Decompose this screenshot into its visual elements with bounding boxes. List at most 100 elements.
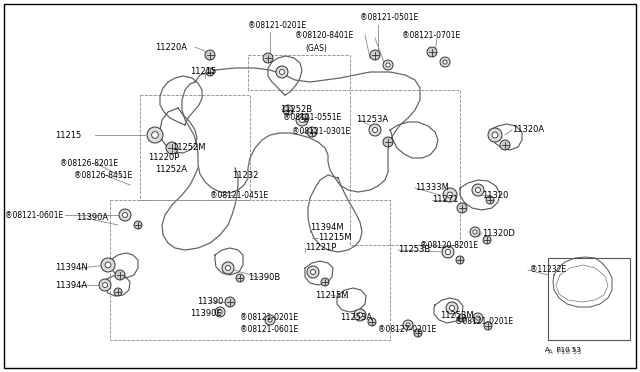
Circle shape xyxy=(205,50,215,60)
Text: ®08121-0551E: ®08121-0551E xyxy=(283,113,341,122)
Text: ®08121-0601E: ®08121-0601E xyxy=(5,211,63,219)
Circle shape xyxy=(115,270,125,280)
Circle shape xyxy=(486,196,494,204)
Circle shape xyxy=(370,50,380,60)
Circle shape xyxy=(440,57,450,67)
Text: 11220A: 11220A xyxy=(155,42,187,51)
Text: 11253A: 11253A xyxy=(340,314,372,323)
Circle shape xyxy=(476,316,480,320)
Circle shape xyxy=(280,70,285,74)
Circle shape xyxy=(268,318,272,322)
Circle shape xyxy=(166,142,178,154)
Circle shape xyxy=(476,187,481,193)
Text: 11320: 11320 xyxy=(482,190,508,199)
Text: 11271: 11271 xyxy=(432,196,458,205)
Circle shape xyxy=(447,192,453,198)
Text: 11253B: 11253B xyxy=(398,246,430,254)
Circle shape xyxy=(225,266,230,270)
Circle shape xyxy=(473,313,483,323)
Circle shape xyxy=(458,314,466,322)
Text: 11394N: 11394N xyxy=(55,263,88,273)
Circle shape xyxy=(147,127,163,143)
Circle shape xyxy=(321,278,329,286)
Text: 11390A: 11390A xyxy=(76,214,108,222)
Circle shape xyxy=(449,305,454,311)
Circle shape xyxy=(307,266,319,278)
Circle shape xyxy=(236,274,244,282)
Circle shape xyxy=(114,288,122,296)
Text: A  P10 53: A P10 53 xyxy=(548,349,582,355)
Circle shape xyxy=(368,318,376,326)
Text: ®08127-0201E: ®08127-0201E xyxy=(378,326,436,334)
Circle shape xyxy=(105,262,111,268)
Circle shape xyxy=(383,137,393,147)
Text: 11394A: 11394A xyxy=(55,280,87,289)
Text: ®08121-0451E: ®08121-0451E xyxy=(210,190,268,199)
Text: 11252B: 11252B xyxy=(280,106,312,115)
Circle shape xyxy=(483,236,491,244)
Text: 11215M: 11215M xyxy=(315,291,349,299)
Circle shape xyxy=(445,250,451,254)
Text: ®08120-8401E: ®08120-8401E xyxy=(295,31,353,39)
Circle shape xyxy=(152,132,158,138)
Circle shape xyxy=(310,269,316,275)
Text: ®11232E: ®11232E xyxy=(530,266,566,275)
Circle shape xyxy=(369,124,381,136)
Circle shape xyxy=(276,66,288,78)
Text: 11253M: 11253M xyxy=(440,311,474,321)
Circle shape xyxy=(206,68,214,76)
Circle shape xyxy=(263,53,273,63)
Text: 11215: 11215 xyxy=(190,67,216,77)
Text: 11252A: 11252A xyxy=(155,166,187,174)
Text: 11333M: 11333M xyxy=(415,183,449,192)
Text: A   P10 53: A P10 53 xyxy=(545,347,580,353)
Text: 11232: 11232 xyxy=(232,170,259,180)
Text: ®08121-0501E: ®08121-0501E xyxy=(360,13,419,22)
Text: ®08120-8201E: ®08120-8201E xyxy=(420,241,478,250)
Circle shape xyxy=(456,256,464,264)
Circle shape xyxy=(122,212,127,218)
Text: ®08121-0301E: ®08121-0301E xyxy=(292,128,350,137)
Text: 11252M: 11252M xyxy=(172,144,205,153)
Circle shape xyxy=(300,118,305,122)
Text: 11220P: 11220P xyxy=(148,154,179,163)
Circle shape xyxy=(283,105,293,115)
Circle shape xyxy=(500,140,510,150)
Circle shape xyxy=(215,307,225,317)
Text: 11394M: 11394M xyxy=(310,224,344,232)
Text: ®08126-8201E: ®08126-8201E xyxy=(60,158,118,167)
Circle shape xyxy=(470,227,480,237)
Circle shape xyxy=(427,47,437,57)
Text: ®08121-0601E: ®08121-0601E xyxy=(240,326,298,334)
Circle shape xyxy=(442,246,454,258)
Circle shape xyxy=(406,323,410,327)
Text: ®08121-0201E: ®08121-0201E xyxy=(248,20,306,29)
Circle shape xyxy=(403,320,413,330)
Circle shape xyxy=(307,127,317,137)
Circle shape xyxy=(358,312,362,318)
Text: 11221P: 11221P xyxy=(305,244,337,253)
Circle shape xyxy=(296,114,308,126)
Circle shape xyxy=(472,184,484,196)
Text: 11390: 11390 xyxy=(197,298,223,307)
Circle shape xyxy=(446,302,458,314)
Text: (GAS): (GAS) xyxy=(305,44,327,52)
Circle shape xyxy=(473,230,477,234)
Circle shape xyxy=(383,60,393,70)
Circle shape xyxy=(102,282,108,288)
Circle shape xyxy=(484,322,492,330)
Bar xyxy=(548,258,630,340)
Circle shape xyxy=(134,221,142,229)
Circle shape xyxy=(372,128,378,132)
Circle shape xyxy=(225,297,235,307)
Circle shape xyxy=(301,114,309,122)
Text: 11215: 11215 xyxy=(55,131,81,140)
Circle shape xyxy=(354,309,366,321)
Text: 11390E: 11390E xyxy=(190,310,221,318)
Circle shape xyxy=(492,132,498,138)
Text: 11320D: 11320D xyxy=(482,228,515,237)
Text: ®08121-0201E: ®08121-0201E xyxy=(240,314,298,323)
Circle shape xyxy=(101,258,115,272)
Circle shape xyxy=(443,188,457,202)
Text: 11390B: 11390B xyxy=(248,273,280,282)
